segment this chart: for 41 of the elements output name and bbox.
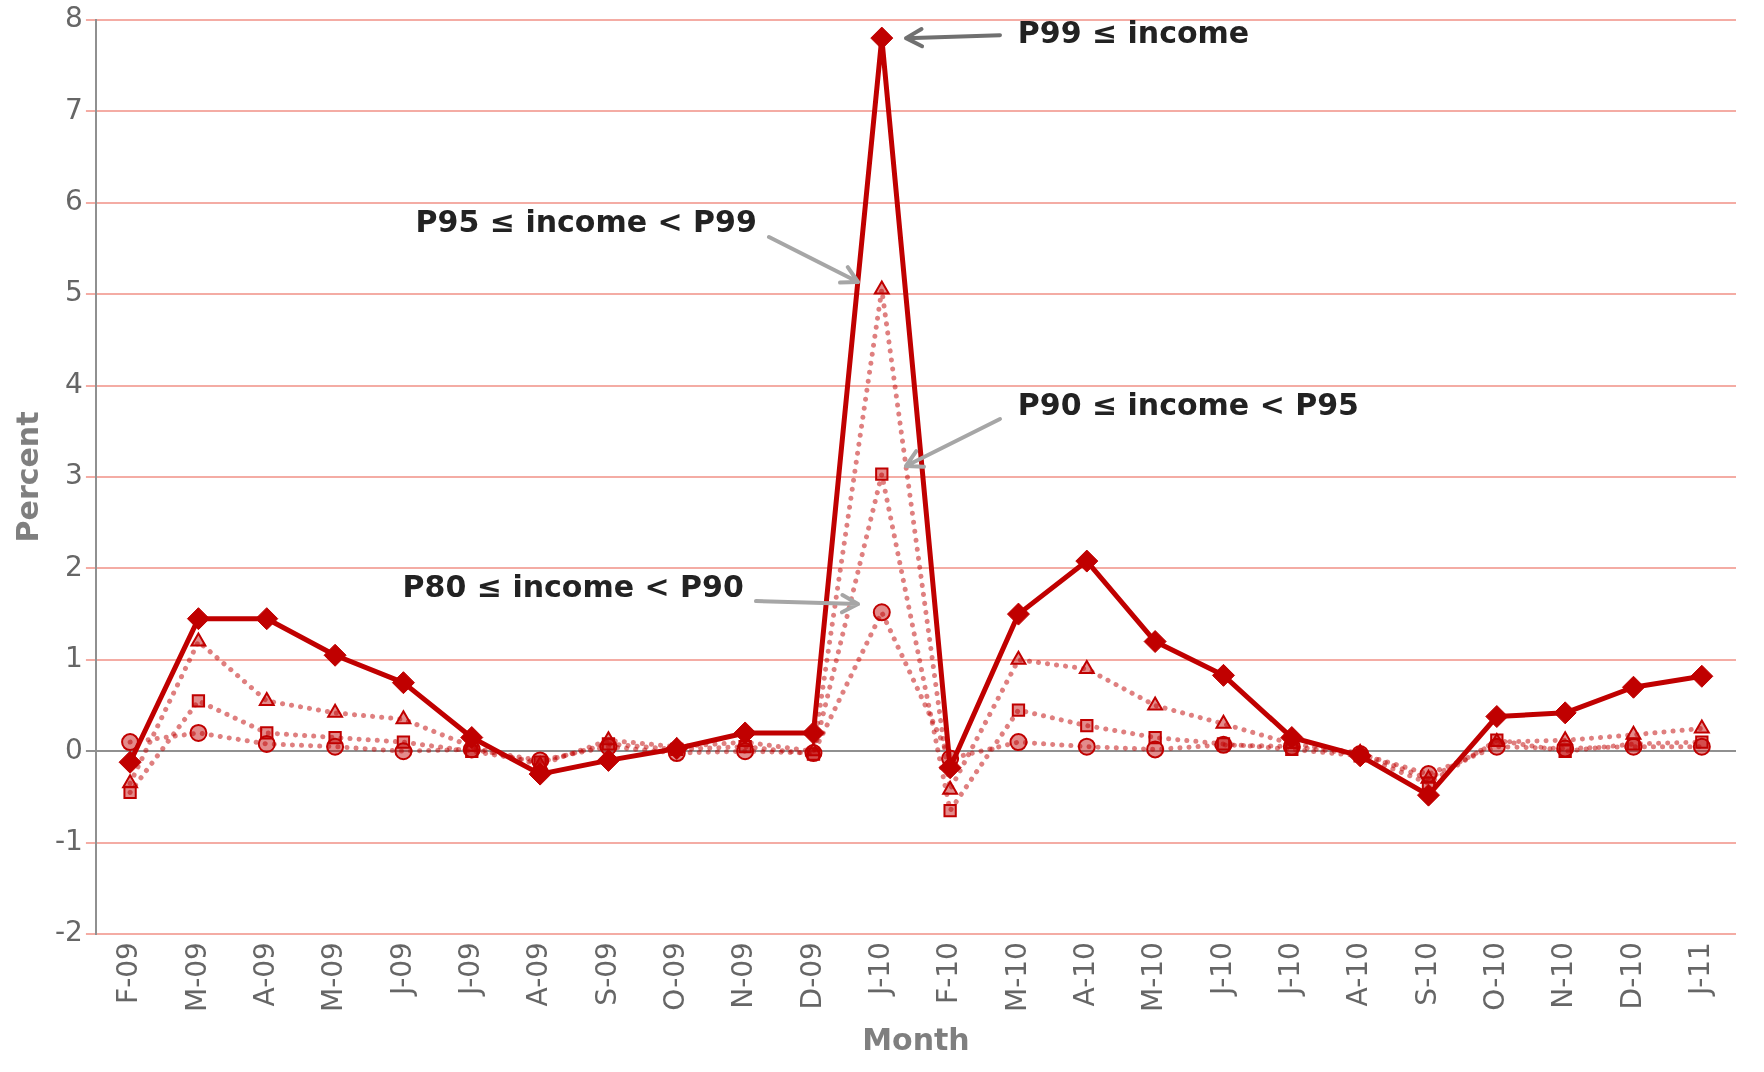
x-tick-label: S-10 <box>1409 942 1443 1006</box>
x-tick-label: D-09 <box>794 942 828 1010</box>
x-tick-label: M-10 <box>999 942 1033 1012</box>
y-tick-label: 1 <box>65 641 83 675</box>
x-tick-label: N-10 <box>1546 942 1580 1009</box>
x-tick-label: D-10 <box>1614 942 1648 1010</box>
x-tick-label: A-09 <box>248 942 282 1007</box>
x-tick-label: A-10 <box>1341 942 1375 1007</box>
x-tick-label: J-09 <box>384 942 418 998</box>
text: P80 ≤ income < P90 <box>402 569 744 605</box>
x-tick-label: J-10 <box>1273 942 1307 998</box>
x-tick-label: J-10 <box>863 942 897 998</box>
x-tick-label: M-09 <box>316 942 350 1012</box>
x-tick-label: M-10 <box>1136 942 1170 1012</box>
x-tick-label: S-09 <box>589 942 623 1006</box>
x-tick-label: A-10 <box>1068 942 1102 1007</box>
text: P90 ≤ income < P95 <box>1017 387 1359 423</box>
x-tick-label: A-09 <box>521 942 555 1007</box>
x-tick-label: N-09 <box>726 942 760 1009</box>
y-axis-title: Percent <box>9 411 45 543</box>
y-tick-label: 0 <box>65 732 83 766</box>
x-axis-title: Month <box>862 1021 970 1057</box>
x-tick-label: F-09 <box>111 942 145 1004</box>
x-tick-label: F-10 <box>931 942 965 1004</box>
y-tick-label: 7 <box>65 92 83 126</box>
y-tick-label: -1 <box>55 823 83 857</box>
x-tick-label: M-09 <box>179 942 213 1012</box>
y-tick-label: 2 <box>65 549 83 583</box>
y-tick-label: 4 <box>65 366 83 400</box>
y-tick-label: -2 <box>55 915 83 949</box>
text: P99 ≤ income <box>1017 14 1250 50</box>
x-tick-label: O-09 <box>658 942 692 1011</box>
x-tick-label: O-10 <box>1478 942 1512 1011</box>
y-tick-label: 6 <box>65 183 83 217</box>
x-tick-label: J-11 <box>1683 942 1717 998</box>
x-tick-label: J-10 <box>1204 942 1238 998</box>
y-tick-label: 5 <box>65 275 83 309</box>
x-tick-label: J-09 <box>453 942 487 998</box>
text: P95 ≤ income < P99 <box>415 204 757 240</box>
y-tick-label: 8 <box>65 1 83 35</box>
y-tick-label: 3 <box>65 458 83 492</box>
